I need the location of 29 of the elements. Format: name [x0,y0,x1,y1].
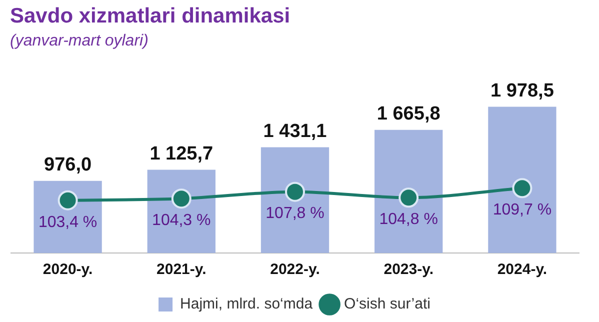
data-label: 1 431,1 [263,120,328,142]
data-label: 104,8 % [379,211,438,228]
data-label: 104,3 % [152,212,211,230]
bar [374,130,443,253]
x-tick-label: 2020-y. [42,261,93,278]
chart-title: Savdo xizmatlari dinamikasi [10,4,290,28]
data-label: 103,4 % [38,214,98,231]
point [171,188,192,209]
data-label: 1 978,5 [490,80,554,102]
x-tick-label: 2024-y. [497,261,548,278]
chart-subtitle: (yanvar-mart oylari) [10,32,148,50]
legend-label: O‘sish sur’ati [344,296,430,313]
data-label: 1 665,8 [376,104,440,125]
data-label: 109,7 % [492,202,552,219]
data-label: 107,8 % [266,205,324,222]
point [285,182,305,202]
bar [488,106,556,253]
data-label: 1 125,7 [150,144,214,165]
point [58,190,78,210]
x-tick-label: 2022-y. [270,261,320,278]
legend-label: Hajmi, mlrd. so‘mda [180,296,314,313]
point [512,178,532,198]
x-tick-label: 2021-y. [156,261,206,278]
point [398,188,419,208]
bar [34,180,102,253]
bar [260,147,330,253]
bar [147,170,216,253]
x-tick-label: 2023-y. [384,261,434,278]
data-label: 976,0 [44,154,92,176]
